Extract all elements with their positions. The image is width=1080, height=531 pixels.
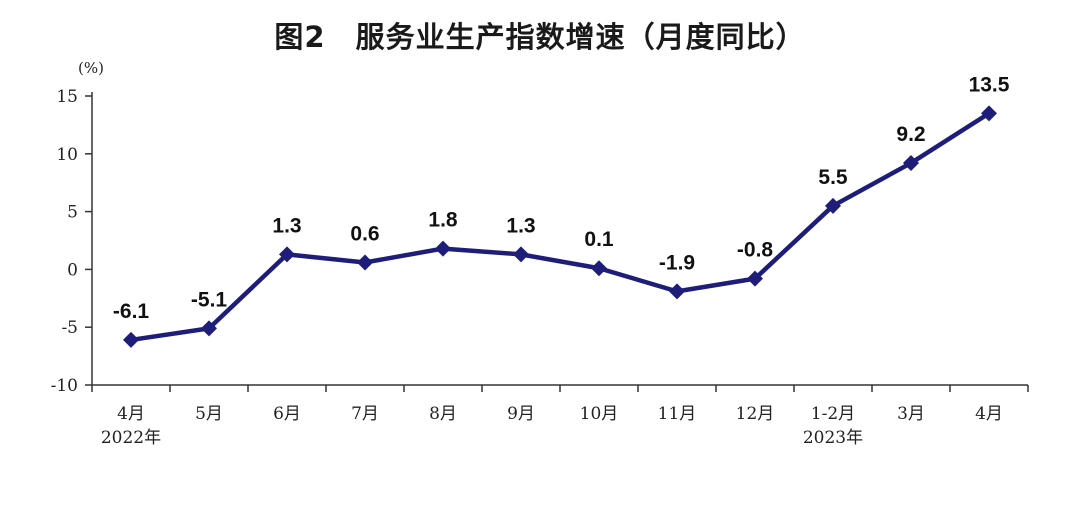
data-labels: -6.1 -5.1 1.3 0.6 1.8 1.3 0.1 -1.9 -0.8 5.5 9.2 13.…: [113, 73, 1010, 323]
data-label: 0.1: [584, 228, 614, 251]
data-point-marker: [357, 254, 373, 271]
y-tick-label: 0: [67, 260, 78, 280]
data-label: -5.1: [191, 288, 228, 311]
data-point-marker: [591, 260, 607, 277]
x-tick-label: 11月: [658, 404, 697, 424]
year-label: 2023年: [803, 428, 863, 448]
data-point-marker: [903, 155, 919, 172]
data-point-marker: [435, 240, 451, 257]
x-tick-label: 6月: [273, 404, 301, 424]
y-tick-label: 10: [56, 145, 78, 165]
y-tick-label: -5: [61, 318, 78, 338]
data-label: 1.8: [428, 209, 458, 232]
data-label: 5.5: [818, 166, 848, 189]
x-tick-label: 5月: [195, 404, 223, 424]
x-tick-label: 7月: [351, 404, 379, 424]
data-label: 9.2: [896, 123, 925, 146]
x-tick-label: 4月: [117, 404, 145, 424]
data-label: -0.8: [737, 239, 774, 262]
series-group: [123, 105, 997, 348]
series-line: [128, 111, 992, 343]
axes: -10 -5 0 5 10 15 4月 5月 6月 7月 8月 9月 10月 11月 12月 1-2月 3月 4月…: [51, 87, 1029, 448]
data-point-marker: [669, 283, 685, 300]
data-label: 13.5: [969, 73, 1010, 96]
y-tick-label: -10: [51, 376, 78, 396]
data-point-marker: [201, 320, 217, 337]
x-tick-label: 8月: [429, 404, 457, 424]
data-point-marker: [825, 197, 841, 214]
chart-title: 图2 服务业生产指数增速（月度同比）: [274, 20, 806, 54]
y-unit-label: (%): [78, 59, 104, 77]
data-label: 1.3: [272, 214, 301, 237]
data-label: -1.9: [659, 251, 695, 274]
y-tick-label: 15: [56, 87, 78, 107]
data-point-marker: [513, 246, 529, 263]
x-tick-label: 12月: [736, 404, 775, 424]
data-label: 0.6: [350, 222, 379, 245]
data-point-marker: [123, 331, 139, 348]
data-label: -6.1: [113, 300, 150, 323]
x-tick-label: 10月: [580, 404, 619, 424]
x-tick-label: 3月: [897, 404, 925, 424]
data-point-marker: [279, 246, 295, 263]
year-label: 2022年: [101, 428, 161, 448]
x-tick-label: 4月: [975, 404, 1003, 424]
data-point-marker: [747, 270, 763, 287]
data-label: 1.3: [506, 214, 535, 237]
x-tick-label: 9月: [507, 404, 535, 424]
data-point-marker: [981, 105, 997, 122]
y-tick-label: 5: [67, 203, 78, 223]
x-tick-label: 1-2月: [811, 404, 855, 424]
